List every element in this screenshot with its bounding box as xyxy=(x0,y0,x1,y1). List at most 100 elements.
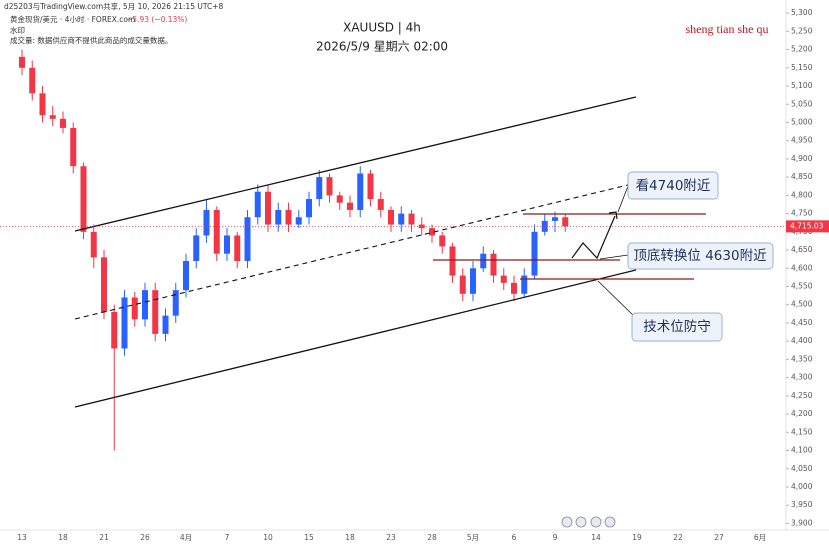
candle-body xyxy=(500,275,507,283)
x-tick-label: 23 xyxy=(386,533,396,542)
candle-body xyxy=(316,177,323,200)
candle-body xyxy=(480,253,487,269)
y-tick-label: 4,150 xyxy=(791,427,813,436)
x-tick-label: 28 xyxy=(427,533,437,542)
candle-body xyxy=(90,231,97,258)
candle-body xyxy=(60,118,66,128)
y-tick-label: 4,550 xyxy=(791,282,813,291)
event-icon xyxy=(590,516,602,528)
candle-body xyxy=(203,209,210,236)
candle-body xyxy=(470,268,476,294)
x-tick-label: 22 xyxy=(673,533,683,542)
y-tick-label: 4,800 xyxy=(791,190,813,199)
volume-note: 成交量: 数据供应商不提供此商品的成交量数据。 xyxy=(10,35,172,45)
candle-body xyxy=(562,217,569,227)
plot xyxy=(19,49,569,451)
y-tick-label: 5,200 xyxy=(791,45,813,54)
candle-body xyxy=(234,235,241,261)
candle-body xyxy=(152,290,159,334)
x-tick-label: 7 xyxy=(225,533,230,542)
candle-body xyxy=(377,199,384,210)
candle-body xyxy=(19,56,25,68)
x-tick-label: 21 xyxy=(99,533,109,542)
candle-body xyxy=(111,312,118,349)
x-tick-label: 27 xyxy=(714,533,724,542)
candle-body xyxy=(101,257,107,313)
candle-body xyxy=(142,290,148,320)
event-icon xyxy=(561,516,573,528)
candle-body xyxy=(162,315,169,334)
callout-line xyxy=(599,254,629,260)
change-text: −5.93 (−0.13%) xyxy=(126,15,187,24)
source-text: d25203与TradingView.com共享, 5月 10, 2026 21… xyxy=(4,1,224,11)
y-tick-label: 5,050 xyxy=(791,99,813,108)
y-tick-label: 3,950 xyxy=(791,500,813,509)
candle-body xyxy=(398,213,405,225)
x-tick-label: 5月 xyxy=(467,533,479,542)
y-tick-label: 5,100 xyxy=(791,81,813,90)
annotation: 顶底转换位 4630附近 xyxy=(633,248,767,264)
x-tick-label: 18 xyxy=(58,533,68,542)
candle-body xyxy=(367,173,374,200)
y-tick-label: 5,250 xyxy=(791,26,813,35)
last-price-box xyxy=(786,220,829,233)
event-icon xyxy=(575,516,587,528)
brand: sheng tian she qu xyxy=(686,22,769,36)
candle-body xyxy=(244,217,251,261)
callout-box xyxy=(627,242,774,270)
candle-body xyxy=(254,191,261,218)
candle-body xyxy=(552,217,558,221)
last-price-label: 4,715.03 xyxy=(790,221,824,230)
candle-body xyxy=(418,224,425,229)
candle-body xyxy=(80,166,87,232)
chart-title: XAUUSD | 4h xyxy=(343,21,421,35)
candle-body xyxy=(29,67,36,94)
y-tick-label: 4,650 xyxy=(791,245,813,254)
callout-box xyxy=(627,171,719,200)
y-tick-label: 4,450 xyxy=(791,318,813,327)
y-tick-label: 4,100 xyxy=(791,446,813,455)
candle-body xyxy=(531,231,538,276)
candle-body xyxy=(193,235,200,261)
y-tick-label: 4,950 xyxy=(791,136,813,145)
y-tick-label: 4,050 xyxy=(791,464,813,473)
candle-body xyxy=(285,209,292,225)
candle-body xyxy=(388,209,394,225)
x-tick-label: 6 xyxy=(512,533,517,542)
candle-body xyxy=(357,173,364,210)
annotation: 技术位防守 xyxy=(643,319,711,335)
candle-body xyxy=(408,213,415,225)
y-tick-label: 3,900 xyxy=(791,518,813,527)
channel-lower xyxy=(74,269,637,408)
y-tick-label: 4,850 xyxy=(791,172,813,181)
x-tick-label: 14 xyxy=(591,533,601,542)
path-arrow xyxy=(571,215,616,260)
candle-body xyxy=(49,115,56,119)
candle-body xyxy=(121,297,128,349)
x-tick-label: 19 xyxy=(632,533,642,542)
candle-body xyxy=(224,235,230,254)
y-tick-label: 4,400 xyxy=(791,336,813,345)
x-tick-label: 26 xyxy=(140,533,150,542)
y-tick-label: 5,150 xyxy=(791,63,813,72)
event-icon xyxy=(604,516,616,528)
y-tick-label: 4,500 xyxy=(791,300,813,309)
callout-line xyxy=(597,280,635,317)
candle-body xyxy=(275,209,282,225)
x-tick-label: 13 xyxy=(17,533,27,542)
x-tick-label: 9 xyxy=(553,533,558,542)
y-tick-label: 5,300 xyxy=(791,8,813,17)
candle-body xyxy=(70,127,77,167)
y-tick-label: 4,200 xyxy=(791,409,813,418)
y-tick-label: 4,000 xyxy=(791,482,813,491)
candle-body xyxy=(347,202,353,210)
x-tick-label: 6月 xyxy=(754,533,766,542)
candle-body xyxy=(131,297,138,320)
y-tick-label: 4,300 xyxy=(791,373,813,382)
callout-line xyxy=(617,185,629,213)
candle-body xyxy=(183,260,189,291)
channel-upper xyxy=(74,96,637,232)
chart-subtitle: 2026/5/9 星期六 02:00 xyxy=(316,40,448,54)
